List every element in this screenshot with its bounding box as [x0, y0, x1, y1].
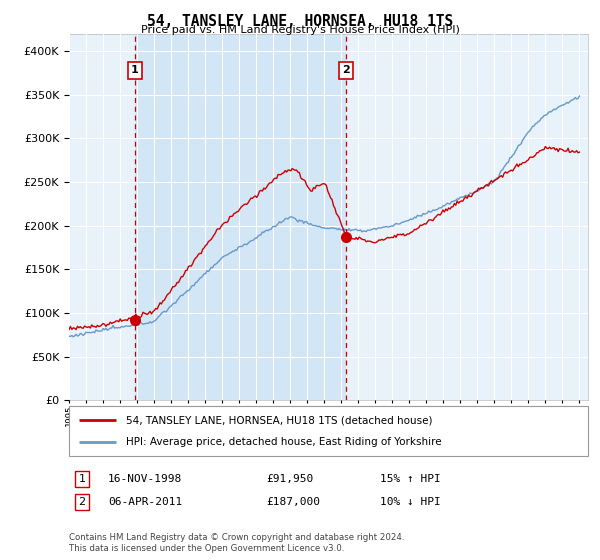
Bar: [135, 34, 346, 400]
Text: 54, TANSLEY LANE, HORNSEA, HU18 1TS: 54, TANSLEY LANE, HORNSEA, HU18 1TS: [147, 14, 453, 29]
Text: £91,950: £91,950: [266, 474, 313, 484]
Text: Contains HM Land Registry data © Crown copyright and database right 2024.
This d: Contains HM Land Registry data © Crown c…: [69, 533, 404, 553]
Text: 10% ↓ HPI: 10% ↓ HPI: [380, 497, 441, 507]
Text: 54, TANSLEY LANE, HORNSEA, HU18 1TS (detached house): 54, TANSLEY LANE, HORNSEA, HU18 1TS (det…: [126, 415, 433, 425]
Text: HPI: Average price, detached house, East Riding of Yorkshire: HPI: Average price, detached house, East…: [126, 437, 442, 447]
Text: Price paid vs. HM Land Registry's House Price Index (HPI): Price paid vs. HM Land Registry's House …: [140, 25, 460, 35]
Text: 1: 1: [79, 474, 85, 484]
Text: 15% ↑ HPI: 15% ↑ HPI: [380, 474, 441, 484]
Text: 06-APR-2011: 06-APR-2011: [108, 497, 182, 507]
Text: 1: 1: [131, 66, 139, 75]
Text: 16-NOV-1998: 16-NOV-1998: [108, 474, 182, 484]
Text: 2: 2: [342, 66, 350, 75]
Text: 2: 2: [79, 497, 86, 507]
Text: £187,000: £187,000: [266, 497, 320, 507]
